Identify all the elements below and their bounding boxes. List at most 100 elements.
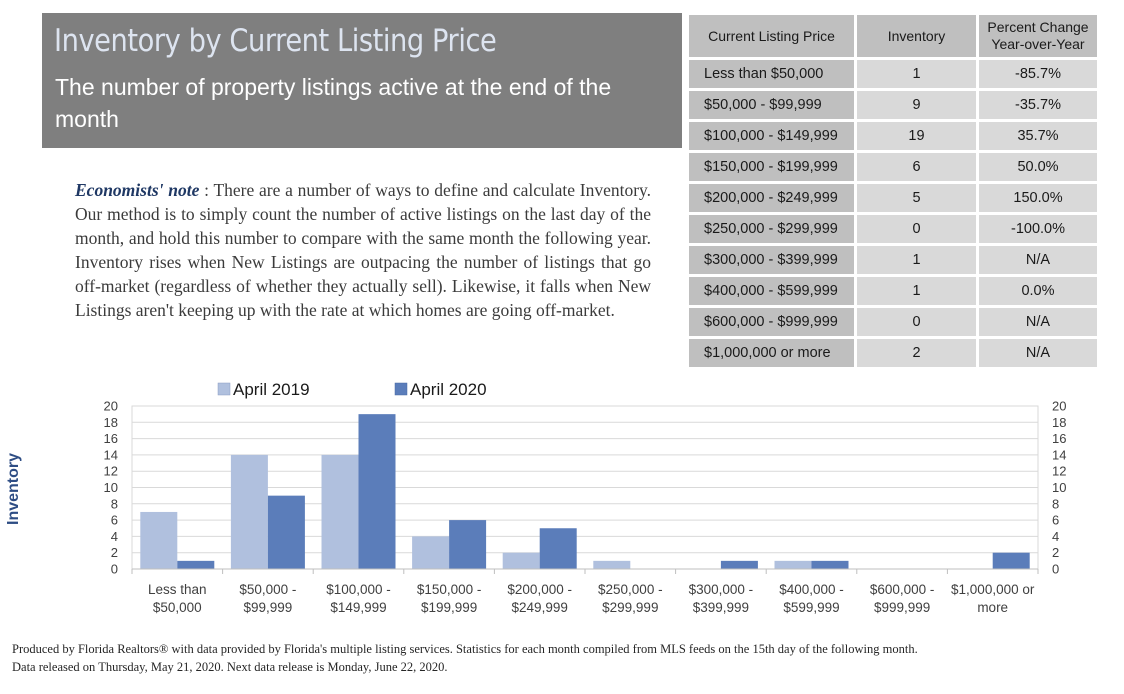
x-tick-label: $599,999 (783, 600, 839, 615)
bar-april-2019 (593, 560, 631, 569)
legend-label: April 2019 (233, 380, 310, 399)
y-tick-label-left: 20 (104, 399, 118, 414)
note-lead: Economists' note (75, 180, 200, 200)
y-tick-label-right: 10 (1052, 480, 1066, 495)
price-cell: $150,000 - $199,999 (689, 153, 854, 181)
table-row: $300,000 - $399,999 1 N/A (689, 246, 1097, 274)
change-cell: 0.0% (979, 277, 1097, 305)
y-tick-label-left: 2 (111, 545, 118, 560)
legend-swatch (217, 382, 231, 396)
bar-april-2019 (140, 511, 178, 569)
inventory-cell: 1 (857, 246, 976, 274)
header-percent-change: Percent Change Year-over-Year (979, 15, 1097, 57)
y-tick-label-left: 14 (104, 447, 118, 462)
price-cell: $1,000,000 or more (689, 339, 854, 367)
change-cell: 50.0% (979, 153, 1097, 181)
table-row: $150,000 - $199,999 6 50.0% (689, 153, 1097, 181)
inventory-cell: 0 (857, 308, 976, 336)
header-banner: Inventory by Current Listing Price The n… (42, 13, 682, 148)
x-tick-label: $50,000 - (239, 582, 296, 597)
change-cell: N/A (979, 246, 1097, 274)
footer: Produced by Florida Realtors® with data … (12, 640, 918, 676)
x-tick-label: $1,000,000 or (951, 582, 1035, 597)
price-cell: $100,000 - $149,999 (689, 122, 854, 150)
bar-april-2019 (230, 454, 268, 569)
y-tick-label-right: 0 (1052, 562, 1059, 577)
price-cell: Less than $50,000 (689, 60, 854, 88)
bar-april-2020 (449, 520, 487, 569)
y-tick-label-left: 4 (111, 529, 118, 544)
x-tick-label: $100,000 - (326, 582, 391, 597)
x-tick-label: $999,999 (874, 600, 930, 615)
page-subtitle: The number of property listings active a… (55, 74, 612, 132)
bar-april-2019 (321, 454, 359, 569)
page-title: Inventory by Current Listing Price (54, 23, 497, 59)
x-tick-label: $99,999 (243, 600, 292, 615)
y-tick-label-left: 0 (111, 562, 118, 577)
table-row: $600,000 - $999,999 0 N/A (689, 308, 1097, 336)
change-cell: -35.7% (979, 91, 1097, 119)
bar-april-2020 (992, 552, 1030, 569)
change-cell: -85.7% (979, 60, 1097, 88)
table-row: $1,000,000 or more 2 N/A (689, 339, 1097, 367)
bar-april-2019 (502, 552, 540, 569)
table-row: Less than $50,000 1 -85.7% (689, 60, 1097, 88)
legend-label: April 2020 (410, 380, 487, 399)
x-tick-label: $299,999 (602, 600, 658, 615)
y-tick-label-left: 12 (104, 464, 118, 479)
x-tick-label: $249,999 (512, 600, 568, 615)
table-row: $400,000 - $599,999 1 0.0% (689, 277, 1097, 305)
price-cell: $250,000 - $299,999 (689, 215, 854, 243)
bar-april-2020 (811, 560, 849, 569)
price-cell: $200,000 - $249,999 (689, 184, 854, 212)
y-tick-label-right: 6 (1052, 513, 1059, 528)
note-separator: : (199, 180, 214, 200)
inventory-cell: 1 (857, 277, 976, 305)
inventory-cell: 6 (857, 153, 976, 181)
x-tick-label: $149,999 (330, 600, 386, 615)
y-tick-label-right: 4 (1052, 529, 1059, 544)
footer-line-1: Produced by Florida Realtors® with data … (12, 642, 918, 656)
x-tick-label: $600,000 - (870, 582, 935, 597)
x-tick-label: $250,000 - (598, 582, 663, 597)
x-tick-label: Less than (148, 582, 207, 597)
change-cell: N/A (979, 308, 1097, 336)
y-tick-label-left: 8 (111, 496, 118, 511)
y-tick-label-right: 12 (1052, 464, 1066, 479)
x-tick-label: $300,000 - (689, 582, 754, 597)
table-row: $250,000 - $299,999 0 -100.0% (689, 215, 1097, 243)
table-row: $200,000 - $249,999 5 150.0% (689, 184, 1097, 212)
y-tick-label-right: 20 (1052, 399, 1066, 414)
y-tick-label-left: 10 (104, 480, 118, 495)
x-tick-label: $50,000 (153, 600, 202, 615)
inventory-cell: 5 (857, 184, 976, 212)
price-cell: $400,000 - $599,999 (689, 277, 854, 305)
price-cell: $300,000 - $399,999 (689, 246, 854, 274)
price-cell: $50,000 - $99,999 (689, 91, 854, 119)
change-cell: 150.0% (979, 184, 1097, 212)
table-row: $50,000 - $99,999 9 -35.7% (689, 91, 1097, 119)
y-tick-label-right: 14 (1052, 447, 1066, 462)
inventory-cell: 9 (857, 91, 976, 119)
header-price: Current Listing Price (689, 15, 854, 57)
footer-line-2: Data released on Thursday, May 21, 2020.… (12, 660, 448, 674)
bar-april-2020 (720, 560, 758, 569)
x-tick-label: $199,999 (421, 600, 477, 615)
inventory-table: Current Listing Price Inventory Percent … (686, 12, 1100, 370)
bar-april-2020 (358, 414, 396, 569)
change-cell: N/A (979, 339, 1097, 367)
table-row: $100,000 - $149,999 19 35.7% (689, 122, 1097, 150)
inventory-cell: 1 (857, 60, 976, 88)
x-tick-label: more (977, 600, 1008, 615)
change-cell: -100.0% (979, 215, 1097, 243)
note-text: There are a number of ways to define and… (75, 180, 652, 320)
x-tick-label: $150,000 - (417, 582, 482, 597)
price-cell: $600,000 - $999,999 (689, 308, 854, 336)
bar-april-2020 (539, 528, 577, 569)
change-cell: 35.7% (979, 122, 1097, 150)
bar-april-2019 (412, 536, 450, 569)
y-tick-label-right: 8 (1052, 496, 1059, 511)
y-tick-label-right: 16 (1052, 431, 1066, 446)
x-tick-label: $400,000 - (779, 582, 844, 597)
